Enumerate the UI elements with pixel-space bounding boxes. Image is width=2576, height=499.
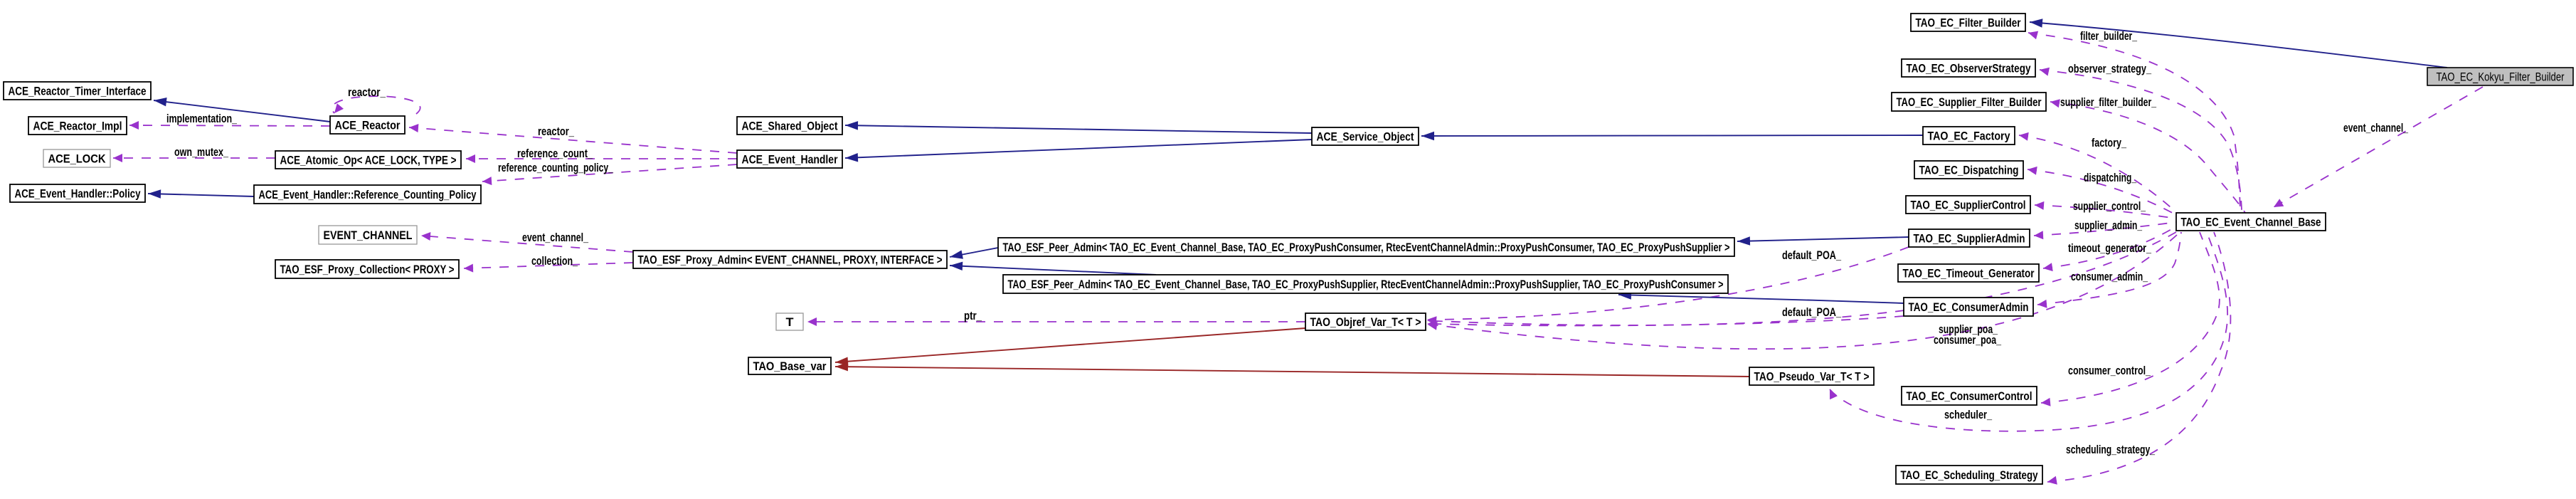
svg-text:ACE_Reactor_Timer_Interface: ACE_Reactor_Timer_Interface <box>9 85 147 98</box>
svg-text:supplier_admin_: supplier_admin_ <box>2074 219 2142 232</box>
svg-text:TAO_ESF_Proxy_Collection< PROX: TAO_ESF_Proxy_Collection< PROXY > <box>280 263 455 276</box>
svg-text:TAO_ESF_Peer_Admin< TAO_EC_Eve: TAO_ESF_Peer_Admin< TAO_EC_Event_Channel… <box>1008 278 1724 291</box>
svg-text:default_POA_: default_POA_ <box>1782 305 1841 319</box>
svg-text:ACE_Event_Handler: ACE_Event_Handler <box>742 153 838 167</box>
svg-text:scheduler_: scheduler_ <box>1944 408 1992 421</box>
svg-text:ACE_Shared_Object: ACE_Shared_Object <box>742 120 838 133</box>
svg-text:TAO_Objref_Var_T< T >: TAO_Objref_Var_T< T > <box>1310 315 1421 329</box>
svg-text:ACE_Event_Handler::Reference_C: ACE_Event_Handler::Reference_Counting_Po… <box>259 188 477 201</box>
svg-text:supplier_filter_builder_: supplier_filter_builder_ <box>2060 95 2156 109</box>
svg-text:TAO_EC_Factory: TAO_EC_Factory <box>1928 130 2010 143</box>
svg-text:supplier_poa_: supplier_poa_ <box>1939 322 1998 336</box>
svg-text:reactor_: reactor_ <box>538 125 574 138</box>
svg-text:TAO_EC_Dispatching: TAO_EC_Dispatching <box>1919 164 2019 177</box>
svg-text:TAO_EC_ObserverStrategy: TAO_EC_ObserverStrategy <box>1907 62 2031 75</box>
svg-text:TAO_EC_Filter_Builder: TAO_EC_Filter_Builder <box>1916 16 2021 30</box>
svg-text:filter_builder_: filter_builder_ <box>2080 29 2137 43</box>
svg-text:TAO_EC_Supplier_Filter_Builder: TAO_EC_Supplier_Filter_Builder <box>1897 95 2042 109</box>
svg-text:ACE_Reactor: ACE_Reactor <box>335 119 401 132</box>
svg-text:ACE_LOCK: ACE_LOCK <box>48 152 107 166</box>
svg-text:TAO_ESF_Peer_Admin< TAO_EC_Eve: TAO_ESF_Peer_Admin< TAO_EC_Event_Channel… <box>1003 241 1730 254</box>
svg-text:reference_count_: reference_count_ <box>517 147 593 160</box>
svg-text:scheduling_strategy_: scheduling_strategy_ <box>2066 443 2155 456</box>
svg-text:TAO_EC_ConsumerAdmin: TAO_EC_ConsumerAdmin <box>1909 300 2029 314</box>
svg-text:consumer_control_: consumer_control_ <box>2068 364 2151 377</box>
svg-text:event_channel_: event_channel_ <box>522 231 588 244</box>
svg-text:implementation_: implementation_ <box>166 112 237 125</box>
svg-text:dispatching_: dispatching_ <box>2084 171 2136 184</box>
svg-text:default_POA_: default_POA_ <box>1782 248 1841 262</box>
svg-text:timeout_generator_: timeout_generator_ <box>2068 241 2151 255</box>
svg-text:ACE_Reactor_Impl: ACE_Reactor_Impl <box>33 120 122 133</box>
svg-text:collection_: collection_ <box>531 254 578 268</box>
svg-text:reference_counting_policy_: reference_counting_policy_ <box>498 161 613 174</box>
svg-text:TAO_EC_Event_Channel_Base: TAO_EC_Event_Channel_Base <box>2181 216 2321 229</box>
svg-text:own_mutex_: own_mutex_ <box>174 145 228 159</box>
svg-text:supplier_control_: supplier_control_ <box>2073 199 2146 213</box>
svg-text:factory_: factory_ <box>2092 136 2126 149</box>
svg-text:TAO_EC_SupplierAdmin: TAO_EC_SupplierAdmin <box>1914 232 2025 246</box>
svg-text:EVENT_CHANNEL: EVENT_CHANNEL <box>324 229 413 242</box>
svg-text:ACE_Service_Object: ACE_Service_Object <box>1317 130 1414 144</box>
svg-text:TAO_ESF_Proxy_Admin< EVENT_CHA: TAO_ESF_Proxy_Admin< EVENT_CHANNEL, PROX… <box>638 253 943 267</box>
svg-text:TAO_EC_SupplierControl: TAO_EC_SupplierControl <box>1911 199 2026 212</box>
svg-text:reactor_: reactor_ <box>348 85 386 99</box>
svg-text:T: T <box>786 315 795 329</box>
svg-text:ACE_Atomic_Op< ACE_LOCK, TYPE: ACE_Atomic_Op< ACE_LOCK, TYPE > <box>280 154 457 167</box>
svg-text:TAO_EC_Timeout_Generator: TAO_EC_Timeout_Generator <box>1903 267 2035 280</box>
svg-text:event_channel_: event_channel_ <box>2343 121 2408 135</box>
svg-text:TAO_EC_ConsumerControl: TAO_EC_ConsumerControl <box>1907 389 2032 403</box>
svg-text:consumer_admin_: consumer_admin_ <box>2071 270 2148 283</box>
svg-text:consumer_poa_: consumer_poa_ <box>1934 333 2001 347</box>
svg-text:TAO_Pseudo_Var_T< T >: TAO_Pseudo_Var_T< T > <box>1754 370 1870 384</box>
svg-text:ptr_: ptr_ <box>964 309 982 322</box>
svg-text:TAO_Base_var: TAO_Base_var <box>753 359 827 373</box>
svg-text:ACE_Event_Handler::Policy: ACE_Event_Handler::Policy <box>15 187 141 201</box>
svg-text:TAO_EC_Kokyu_Filter_Builder: TAO_EC_Kokyu_Filter_Builder <box>2437 70 2565 84</box>
svg-text:observer_strategy_: observer_strategy_ <box>2068 62 2151 75</box>
svg-text:TAO_EC_Scheduling_Strategy: TAO_EC_Scheduling_Strategy <box>1901 468 2038 482</box>
